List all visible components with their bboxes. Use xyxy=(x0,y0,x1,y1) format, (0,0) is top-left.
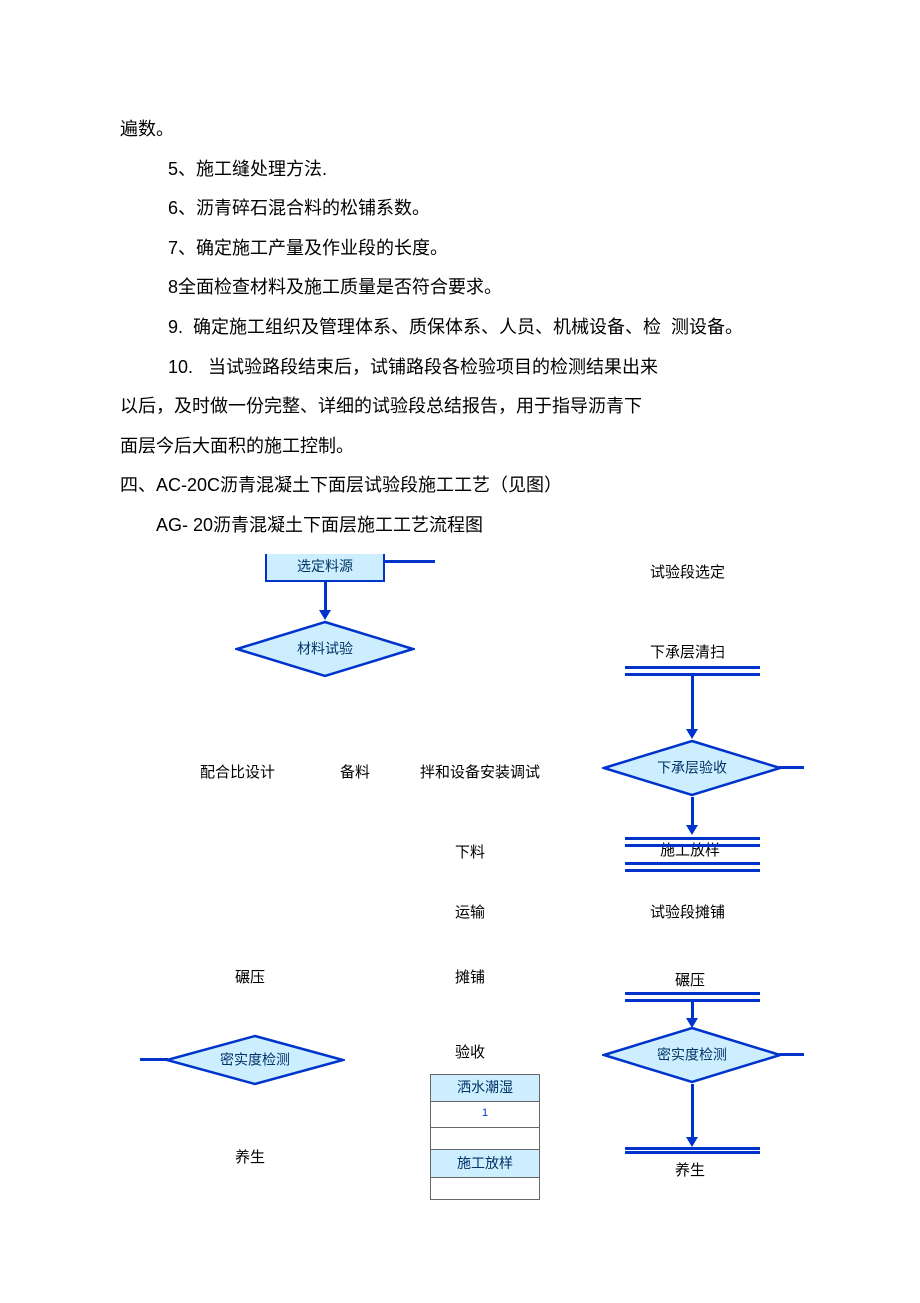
para-10: AG- 20沥青混凝土下面层施工工艺流程图 xyxy=(120,506,800,546)
para-4: 8全面检查材料及施工质量是否符合要求。 xyxy=(120,268,800,308)
flow-arrowhead-r2 xyxy=(686,825,698,835)
flow-vline-r2 xyxy=(691,797,694,827)
flow-label-mixdesign: 配合比设计 xyxy=(200,764,275,782)
flow-vline-r4 xyxy=(691,1084,694,1139)
flow-label-transport: 运输 xyxy=(455,904,485,922)
flow-dbar-roll xyxy=(625,992,760,1002)
flow-label-cure-left: 养生 xyxy=(235,1149,265,1167)
flow-diamond-density-right-label: 密实度检测 xyxy=(657,1046,727,1063)
para-0: 遍数。 xyxy=(120,110,800,150)
flow-dbar-layout xyxy=(625,837,760,847)
flow-diamond-material: 材料试验 xyxy=(235,620,415,678)
para-8: 面层今后大面积的施工控制。 xyxy=(120,427,800,467)
flow-arrowhead-1 xyxy=(319,610,331,620)
flow-diamond-underlayer: 下承层验收 xyxy=(602,739,782,797)
flow-label-clean: 下承层清扫 xyxy=(650,644,725,662)
flow-label-mixer: 拌和设备安装调试 xyxy=(420,764,540,782)
flow-label-pave: 摊铺 xyxy=(455,969,485,987)
flow-label-roll-left: 碾压 xyxy=(235,969,265,987)
flow-label-roll-right: 碾压 xyxy=(675,972,705,990)
flow-dbar-clean xyxy=(625,666,760,676)
para-2: 6、沥青碎石混合料的松铺系数。 xyxy=(120,189,800,229)
flow-hline-drr xyxy=(779,1053,804,1056)
flow-label-segselect: 试验段选定 xyxy=(650,564,725,582)
para-6: 10. 当试验路段结束后，试铺路段各检验项目的检测结果出来 xyxy=(120,348,800,388)
flow-label-cure-right: 养生 xyxy=(675,1162,705,1180)
para-1: 5、施工缝处理方法. xyxy=(120,150,800,190)
para-3: 7、确定施工产量及作业段的长度。 xyxy=(120,229,800,269)
flow-label-feed: 下料 xyxy=(455,844,485,862)
flow-dbar-layout2 xyxy=(625,862,760,872)
para-5: 9. 确定施工组织及管理体系、质保体系、人员、机械设备、检 测设备。 xyxy=(120,308,800,348)
flow-box-spacer2 xyxy=(430,1178,540,1200)
flow-diamond-underlayer-label: 下承层验收 xyxy=(657,759,727,776)
flow-box-layout-center-label: 施工放样 xyxy=(457,1155,513,1172)
flow-arrow-1 xyxy=(324,582,327,612)
flow-diamond-material-label: 材料试验 xyxy=(297,640,353,657)
flow-diamond-density-right: 密实度检测 xyxy=(602,1026,782,1084)
para-7: 以后，及时做一份完整、详细的试验段总结报告，用于指导沥青下 xyxy=(120,387,800,427)
flow-label-accept: 验收 xyxy=(455,1044,485,1062)
flow-label-segpave: 试验段摊铺 xyxy=(650,904,725,922)
flow-box-source: 选定料源 xyxy=(265,554,385,582)
flow-dbar-cure xyxy=(625,1147,760,1154)
flow-box-layout-center: 施工放样 xyxy=(430,1150,540,1178)
flow-arrowhead-r4 xyxy=(686,1137,698,1147)
flow-diamond-density-left: 密实度检测 xyxy=(165,1034,345,1086)
flow-hline-uright xyxy=(779,766,804,769)
flow-box-source-label: 选定料源 xyxy=(297,558,353,575)
flow-box-num1: 1 xyxy=(430,1102,540,1128)
para-9: 四、AC-20C沥青混凝土下面层试验段施工工艺（见图） xyxy=(120,466,800,506)
flow-num1: 1 xyxy=(482,1107,488,1120)
flow-hline-dl xyxy=(140,1058,168,1061)
flow-box-spacer xyxy=(430,1128,540,1150)
flow-hline-top xyxy=(385,560,435,563)
flow-box-sprinkle-label: 洒水潮湿 xyxy=(457,1079,513,1096)
flow-label-prepare: 备料 xyxy=(340,764,370,782)
flowchart: 选定料源 材料试验 配合比设计 备料 拌和设备安装调试 下料 运输 碾压 摊铺 … xyxy=(120,554,820,1234)
flow-diamond-density-left-label: 密实度检测 xyxy=(220,1051,290,1068)
flow-vline-r1 xyxy=(691,676,694,731)
flow-arrowhead-r1 xyxy=(686,729,698,739)
flow-box-sprinkle: 洒水潮湿 xyxy=(430,1074,540,1102)
